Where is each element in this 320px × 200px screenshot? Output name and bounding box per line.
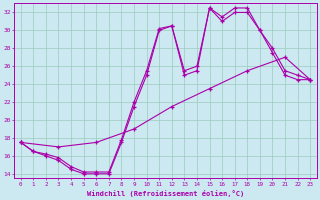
X-axis label: Windchill (Refroidissement éolien,°C): Windchill (Refroidissement éolien,°C) [87, 190, 244, 197]
